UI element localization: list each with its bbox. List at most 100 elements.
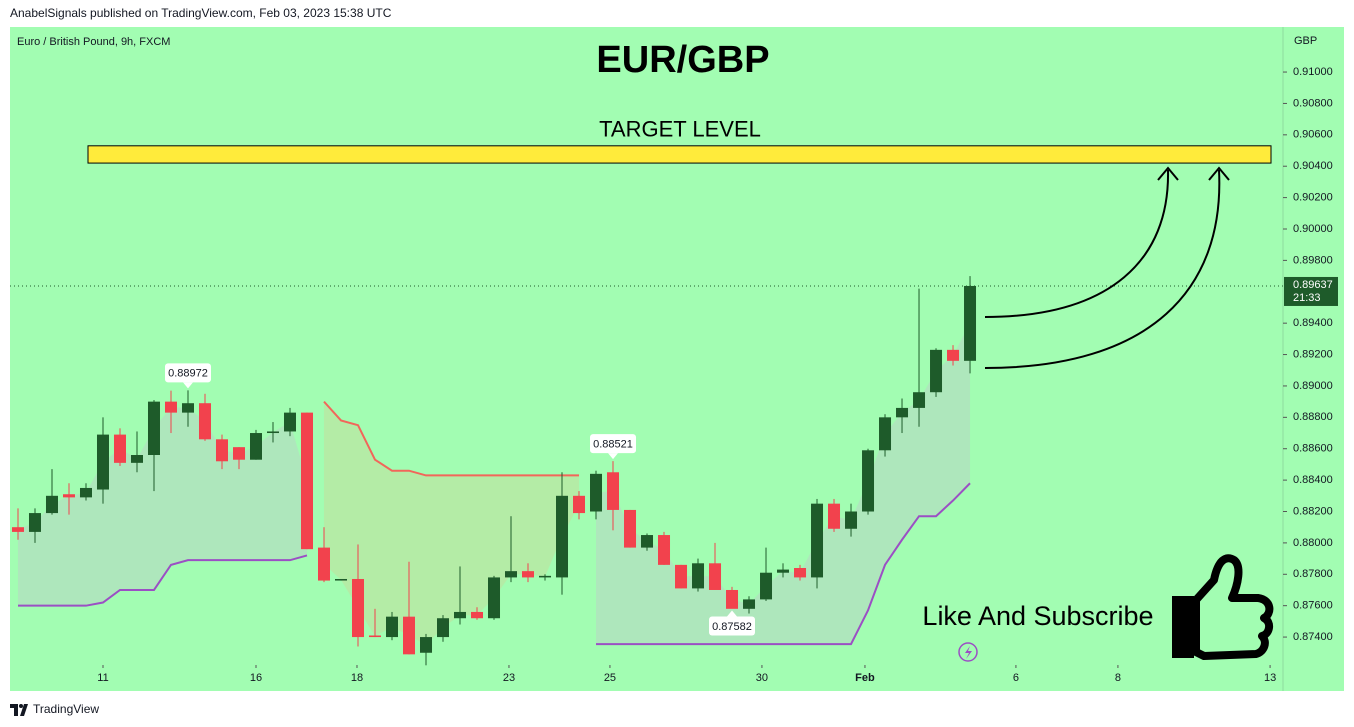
candle-body (726, 589, 739, 609)
tradingview-logo (10, 704, 28, 716)
candle-body (862, 450, 875, 512)
candle-body (709, 563, 722, 590)
candle-body (420, 637, 433, 653)
alert-bolt (965, 646, 972, 659)
candle-body (896, 407, 909, 418)
candle-body (811, 503, 824, 578)
candle-body (386, 616, 399, 638)
candle-body (249, 433, 262, 460)
y-tick-label: 0.87600 (1293, 600, 1333, 612)
candle-body (300, 412, 313, 550)
candle-body (352, 578, 365, 638)
candle-body (947, 349, 960, 361)
target-label: TARGET LEVEL (599, 117, 761, 142)
y-tick-label: 0.91000 (1293, 66, 1333, 78)
candle-body (743, 599, 756, 609)
candle-body (930, 349, 943, 393)
arrow (984, 169, 1221, 369)
candle-body (556, 495, 569, 578)
y-tick-label: 0.90400 (1293, 160, 1333, 172)
y-tick-label: 0.87400 (1293, 631, 1333, 643)
x-tick-label: 8 (1115, 672, 1121, 684)
x-tick-label: 6 (1013, 672, 1019, 684)
price-tag-value: 0.89637 (1293, 279, 1333, 291)
candle-body (369, 635, 382, 638)
supertrend-area (596, 323, 971, 645)
supertrend-line (17, 482, 971, 646)
candle-body (488, 577, 501, 619)
candle-body (317, 547, 330, 581)
x-tick-label: 18 (351, 672, 363, 684)
y-tick-label: 0.88000 (1293, 537, 1333, 549)
extreme-label-pointer (608, 453, 619, 460)
candle-body (113, 434, 126, 463)
alert-icon (958, 642, 978, 662)
candle-body (794, 568, 807, 578)
candle-body (675, 564, 688, 589)
x-tick-label: Feb (855, 672, 875, 684)
candle-body (607, 472, 620, 510)
candle-body (198, 403, 211, 440)
candle-body (913, 392, 926, 408)
candle-body (164, 401, 177, 413)
candle-body (590, 473, 603, 512)
y-tick-label: 0.89800 (1293, 254, 1333, 266)
like-subscribe: Like And Subscribe (922, 601, 1153, 631)
extreme-label-box (709, 616, 756, 636)
candle-body (828, 503, 841, 529)
y-tick-label: 0.88400 (1293, 474, 1333, 486)
y-tick-label: 0.87800 (1293, 568, 1333, 580)
candle-body (28, 513, 41, 532)
thumbs-up-icon (1172, 554, 1274, 660)
candle-body (573, 495, 586, 514)
y-tick-label: 0.90600 (1293, 129, 1333, 141)
candle-body (692, 563, 705, 589)
target-band (87, 145, 1272, 164)
candle-body (96, 434, 109, 490)
candle-body (403, 616, 416, 655)
candle-body (11, 527, 24, 532)
symbol-label: Euro / British Pound, 9h, FXCM (17, 36, 170, 48)
y-tick-label: 0.89200 (1293, 348, 1333, 360)
arrow-head (1157, 166, 1179, 181)
y-tick-label: 0.90200 (1293, 192, 1333, 204)
candle-body (845, 511, 858, 529)
extreme-label: 0.87582 (712, 621, 752, 633)
target-arrows (984, 166, 1230, 369)
plot-layer (10, 71, 1287, 668)
candle-body (181, 403, 194, 413)
candle-body (62, 494, 75, 498)
extreme-label-box (164, 363, 211, 383)
candle-body (522, 571, 535, 578)
chart-title: EUR/GBP (596, 39, 769, 81)
supertrend-area (323, 401, 580, 645)
x-tick-label: 16 (250, 672, 262, 684)
candle-body (335, 578, 348, 581)
supertrend-line (323, 400, 580, 477)
footer-brand: TradingView (33, 702, 99, 716)
extreme-label-pointer (727, 610, 738, 617)
candle-body (539, 575, 552, 578)
candle-body (964, 285, 977, 361)
candle-body (760, 572, 773, 600)
y-tick-label: 0.90800 (1293, 97, 1333, 109)
publisher-line: AnabelSignals published on TradingView.c… (10, 6, 392, 20)
candle-body (45, 495, 58, 514)
candle-body (266, 431, 279, 434)
candle-body (505, 571, 518, 578)
candle-body (232, 447, 245, 460)
candle-body (147, 401, 160, 456)
candle-body (624, 509, 637, 548)
candle-body (471, 611, 484, 619)
y-tick-label: 0.88200 (1293, 505, 1333, 517)
candle-body (454, 611, 467, 619)
x-tick-label: 30 (756, 672, 768, 684)
y-tick-label: 0.90000 (1293, 223, 1333, 235)
extreme-label: 0.88972 (168, 368, 208, 380)
y-tick-label: 0.89400 (1293, 317, 1333, 329)
candle-body (879, 417, 892, 451)
currency-label: GBP (1294, 35, 1317, 47)
candle-body (437, 618, 450, 638)
